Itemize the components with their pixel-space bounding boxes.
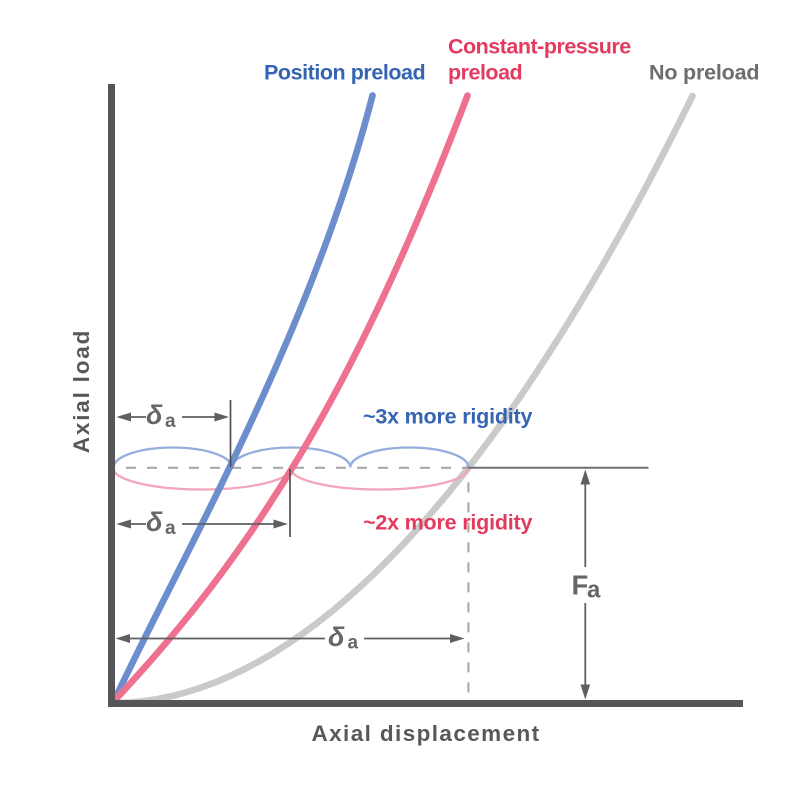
svg-text:preload: preload xyxy=(448,61,522,85)
svg-text:δ: δ xyxy=(146,507,163,537)
svg-text:F: F xyxy=(572,570,589,601)
svg-text:δ: δ xyxy=(328,622,345,652)
svg-text:a: a xyxy=(587,577,601,604)
svg-text:δ: δ xyxy=(146,400,163,430)
svg-text:a: a xyxy=(165,411,176,432)
svg-text:a: a xyxy=(165,518,176,539)
svg-text:Axial displacement: Axial displacement xyxy=(311,721,540,746)
svg-text:No preload: No preload xyxy=(649,61,759,85)
svg-text:Position preload: Position preload xyxy=(264,61,425,85)
svg-text:Constant-pressure: Constant-pressure xyxy=(448,35,631,59)
svg-text:a: a xyxy=(348,633,359,654)
svg-text:Axial load: Axial load xyxy=(69,329,94,453)
svg-text:~2x more rigidity: ~2x more rigidity xyxy=(363,511,533,535)
svg-text:~3x more rigidity: ~3x more rigidity xyxy=(363,405,533,429)
